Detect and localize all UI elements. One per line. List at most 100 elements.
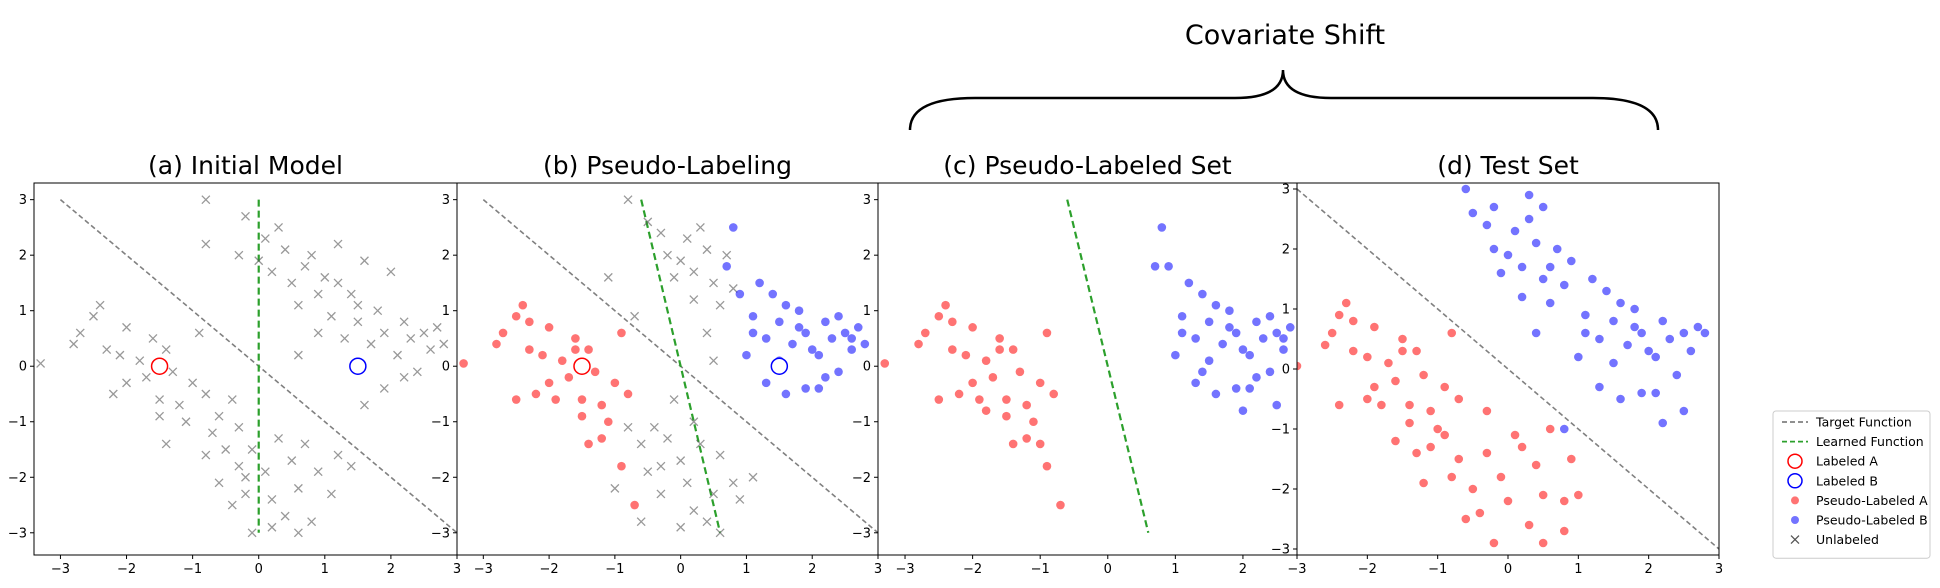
legend-dot-swatch xyxy=(1791,516,1799,524)
pseudo-labeled-b-point xyxy=(1468,208,1478,218)
pseudo-labeled-a-point xyxy=(1475,508,1485,518)
y-tick-label: −1 xyxy=(1271,423,1290,438)
pseudo-labeled-b-point xyxy=(1272,328,1282,338)
pseudo-labeled-a-point xyxy=(544,378,554,388)
unlabeled-point xyxy=(340,334,350,343)
unlabeled-point xyxy=(320,272,330,282)
pseudo-labeled-a-point xyxy=(617,461,626,471)
pseudo-labeled-a-point xyxy=(1454,454,1464,464)
unlabeled-point xyxy=(247,528,257,538)
pseudo-labeled-b-point xyxy=(1616,298,1625,308)
unlabeled-point xyxy=(234,422,244,432)
pseudo-labeled-b-point xyxy=(1489,244,1499,254)
pseudo-labeled-b-point xyxy=(742,350,751,360)
pseudo-labeled-a-point xyxy=(1524,520,1534,530)
unlabeled-point xyxy=(715,300,725,310)
pseudo-labeled-a-point xyxy=(995,345,1004,354)
unlabeled-point xyxy=(267,267,277,277)
y-tick-label: −2 xyxy=(8,471,27,486)
unlabeled-point xyxy=(234,250,244,260)
pseudo-labeled-b-point xyxy=(1595,334,1604,344)
pseudo-labeled-a-point xyxy=(1545,424,1555,434)
unlabeled-point xyxy=(227,395,237,404)
pseudo-labeled-a-point xyxy=(1035,378,1045,388)
y-tick-label: −3 xyxy=(431,526,450,541)
pseudo-labeled-b-point xyxy=(1177,328,1187,338)
x-tick-label: 0 xyxy=(255,562,263,577)
y-tick-label: 0 xyxy=(1282,363,1290,378)
unlabeled-point xyxy=(636,439,646,449)
unlabeled-point xyxy=(75,328,85,338)
labeled-b-point xyxy=(770,357,789,375)
panel-1: (a) Initial Model −3 −2 −1 0 1 2 3 −3 −2 −1 0 1 2 3 xyxy=(8,151,461,577)
unlabeled-point xyxy=(102,345,112,355)
pseudo-labeled-b-point xyxy=(1279,345,1288,354)
unlabeled-point xyxy=(373,306,383,316)
pseudo-labeled-b-point xyxy=(1238,345,1248,354)
pseudo-labeled-a-point xyxy=(975,395,984,404)
pseudo-labeled-b-point xyxy=(1602,286,1611,296)
pseudo-labeled-a-point xyxy=(610,378,620,388)
unlabeled-point xyxy=(214,411,224,421)
legend-item: Learned Function xyxy=(1782,434,1924,449)
pseudo-labeled-b-point xyxy=(1700,328,1710,338)
pseudo-labeled-b-point xyxy=(1531,328,1541,338)
x-tick-label: −3 xyxy=(51,562,70,577)
pseudo-labeled-b-point xyxy=(807,345,817,354)
pseudo-labeled-b-point xyxy=(1595,382,1604,392)
unlabeled-point xyxy=(702,245,712,255)
pseudo-labeled-a-point xyxy=(1370,322,1379,332)
pseudo-labeled-a-point xyxy=(995,334,1004,343)
pseudo-labeled-b-point xyxy=(1686,346,1696,356)
pseudo-labeled-a-point xyxy=(921,328,930,338)
unlabeled-point xyxy=(274,433,284,443)
pseudo-labeled-b-point xyxy=(1150,261,1160,271)
unlabeled-point xyxy=(293,483,303,493)
unlabeled-point xyxy=(393,350,402,360)
unlabeled-point xyxy=(353,317,363,327)
legend-item: Labeled B xyxy=(1787,473,1878,489)
pseudo-labeled-b-point xyxy=(1658,316,1668,326)
pseudo-labeled-b-point xyxy=(1517,292,1527,302)
unlabeled-point xyxy=(155,395,165,404)
unlabeled-point xyxy=(379,328,389,338)
pseudo-labeled-a-point xyxy=(1029,417,1038,427)
pseudo-labeled-a-point xyxy=(1377,400,1386,410)
unlabeled-point xyxy=(227,500,237,510)
unlabeled-point xyxy=(161,345,171,355)
pseudo-labeled-a-point xyxy=(551,395,560,404)
pseudo-labeled-a-point xyxy=(597,400,607,410)
pseudo-labeled-a-point xyxy=(498,328,508,338)
pseudo-labeled-a-point xyxy=(1334,310,1344,320)
pseudo-labeled-b-point xyxy=(1581,328,1590,338)
unlabeled-point xyxy=(293,350,303,360)
pseudo-labeled-b-point xyxy=(1461,184,1471,194)
pseudo-labeled-a-point xyxy=(584,345,593,354)
labeled-a-point xyxy=(150,357,169,375)
pseudo-labeled-b-point xyxy=(768,289,778,299)
pseudo-labeled-a-point xyxy=(1433,424,1442,434)
x-tick-label: 2 xyxy=(1239,562,1247,577)
axes-frame xyxy=(877,182,1298,556)
y-tick-label: 3 xyxy=(19,193,27,208)
pseudo-labeled-b-point xyxy=(1184,278,1194,288)
pseudo-labeled-a-point xyxy=(1412,346,1421,356)
pseudo-labeled-b-point xyxy=(1198,289,1207,299)
unlabeled-point xyxy=(188,378,198,388)
legend-label: Pseudo-Labeled A xyxy=(1816,493,1928,508)
pseudo-labeled-a-point xyxy=(1426,442,1435,452)
pseudo-labeled-b-point xyxy=(1644,346,1653,356)
y-tick-label: −1 xyxy=(8,415,27,430)
pseudo-labeled-a-point xyxy=(981,356,991,365)
pseudo-labeled-b-point xyxy=(1651,352,1660,362)
x-tick-label: 3 xyxy=(453,562,461,577)
pseudo-labeled-a-point xyxy=(1348,346,1358,356)
unlabeled-point xyxy=(702,328,712,338)
x-tick-label: −1 xyxy=(605,562,624,577)
pseudo-labeled-a-point xyxy=(1348,316,1358,326)
legend-item: Target Function xyxy=(1782,415,1912,430)
pseudo-labeled-a-point xyxy=(1426,406,1435,416)
x-tick-label: 1 xyxy=(1574,562,1582,577)
pseudo-labeled-a-point xyxy=(1447,328,1457,338)
pseudo-labeled-b-point xyxy=(1531,238,1541,248)
